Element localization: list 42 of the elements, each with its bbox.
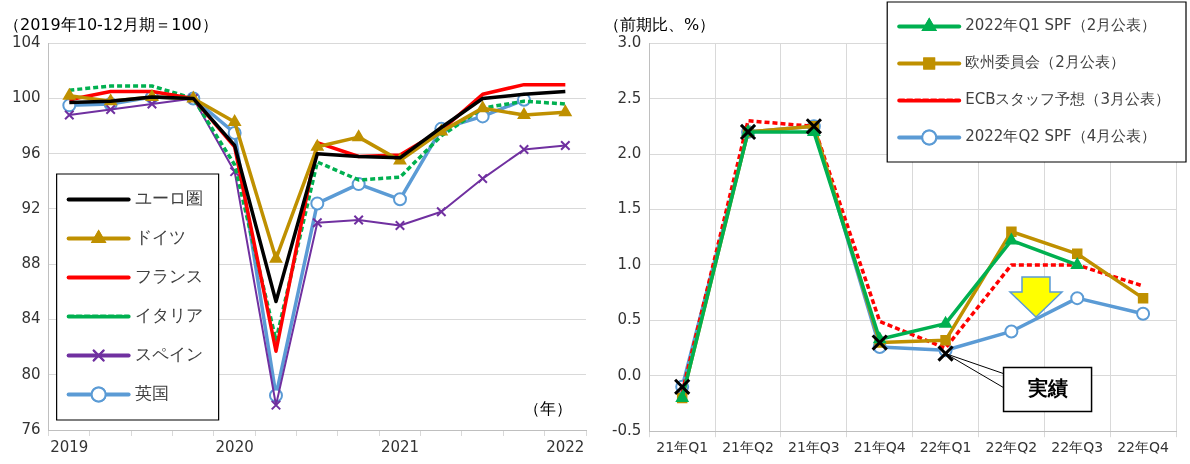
y-tick-label: 92 <box>21 198 41 217</box>
y-tick-label: 76 <box>21 419 41 438</box>
y-tick-label: 0.0 <box>617 365 642 384</box>
x-tick-label: 21年Q1 <box>656 439 709 456</box>
legend-label: ECBスタッフ予想（3月公表） <box>965 90 1171 109</box>
y-tick-label: 88 <box>21 254 41 273</box>
x-tick-label: 21年Q2 <box>722 439 774 456</box>
x-tick-label: 22年Q2 <box>985 439 1038 456</box>
legend-label: 2022年Q2 SPF（4月公表） <box>965 127 1157 146</box>
y-tick-label: -0.5 <box>611 421 642 440</box>
y-tick-label: 2.0 <box>617 143 642 162</box>
legend-label: イタリア <box>134 304 203 325</box>
y-tick-label: 1.0 <box>617 254 642 273</box>
x-tick-label: 2019 <box>50 437 89 456</box>
x-tick-label: 21年Q4 <box>853 439 906 456</box>
y-tick-label: 3.0 <box>617 33 642 52</box>
x-tick-label: 21年Q3 <box>788 439 840 456</box>
legend-label: ユーロ圏 <box>134 187 203 208</box>
x-tick-label: 22年Q4 <box>1117 439 1170 456</box>
y-tick-label: 104 <box>11 33 41 52</box>
legend-label: スペイン <box>134 343 203 364</box>
x-tick-label: 2022 <box>546 437 585 456</box>
y-tick-label: 80 <box>21 364 41 383</box>
annotation: （年） <box>524 399 572 419</box>
y-tick-label: 100 <box>11 88 41 107</box>
y-tick-label: 0.5 <box>617 310 642 329</box>
chart-subtitle: （前期比、%） <box>604 14 716 34</box>
legend-label: 2022年Q1 SPF（2月公表） <box>965 16 1157 35</box>
legend-label: ドイツ <box>134 226 186 247</box>
x-tick-label: 2020 <box>215 437 254 456</box>
text: 実績 <box>1026 375 1068 400</box>
x-tick-label: 22年Q1 <box>919 439 972 456</box>
legend-label: フランス <box>134 265 203 286</box>
legend-label: 欧州委員会（2月公表） <box>965 53 1125 72</box>
legend-label: 英国 <box>134 382 169 403</box>
x-tick-label: 2021 <box>380 437 420 456</box>
y-tick-label: 96 <box>21 143 41 162</box>
y-tick-label: 84 <box>21 309 41 328</box>
y-tick-label: 1.5 <box>617 199 642 218</box>
chart-subtitle: （2019年10-12月期＝100） <box>4 14 218 34</box>
y-tick-label: 2.5 <box>617 88 642 107</box>
x-tick-label: 22年Q3 <box>1051 439 1104 456</box>
